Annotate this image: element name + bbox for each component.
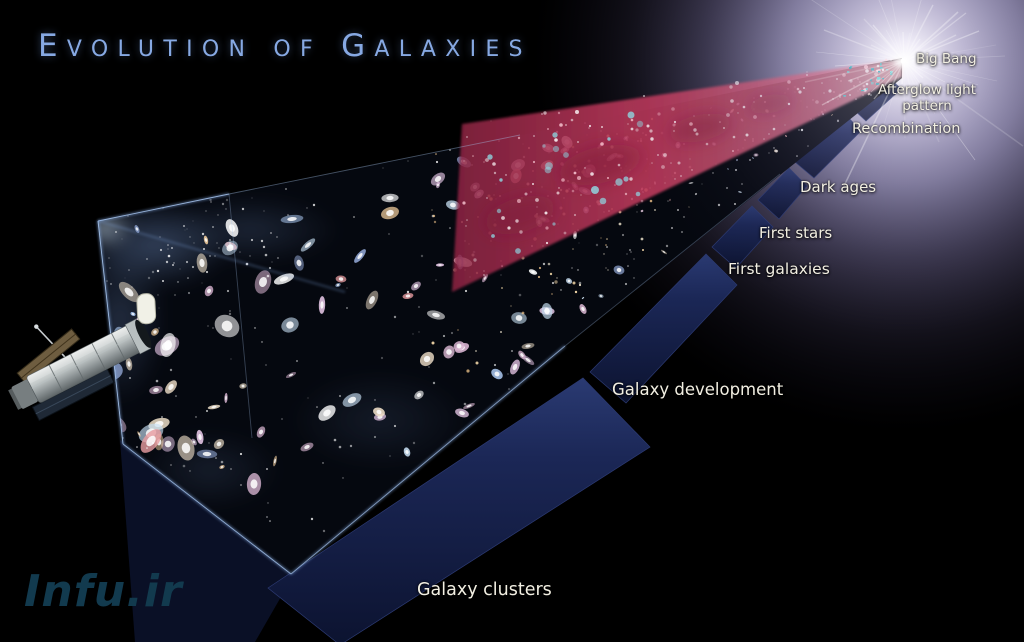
hubble-telescope-icon (8, 293, 157, 422)
label-dark-ages: Dark ages (800, 178, 877, 196)
glow-overlay (614, 0, 1024, 351)
label-galaxy-development: Galaxy development (612, 380, 784, 399)
label-first-galaxies: First galaxies (728, 260, 830, 278)
label-big-bang: Big Bang (916, 51, 977, 67)
label-recombination: Recombination (852, 121, 961, 137)
watermark: Infu.ir (24, 566, 183, 617)
fin-segment-galaxy-clusters (267, 377, 651, 642)
nebula-haze (98, 195, 470, 510)
label-galaxy-clusters: Galaxy clusters (417, 580, 552, 600)
label-first-stars: First stars (759, 224, 833, 242)
big-bang-point (900, 58, 906, 64)
starburst-rays (804, 0, 1024, 187)
label-afterglow-light-pattern: Afterglow light pattern (877, 82, 976, 114)
aperture-door (136, 293, 157, 325)
solar-panel-top (16, 328, 81, 384)
page-title: Evolution of Galaxies (38, 28, 532, 64)
cone-edges (96, 134, 781, 576)
